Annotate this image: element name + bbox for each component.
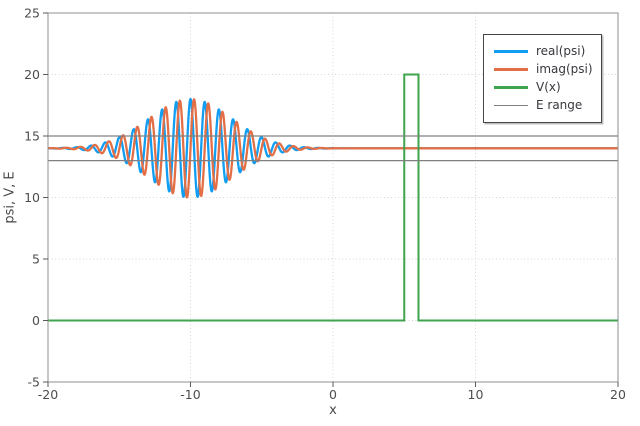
legend-line-swatch bbox=[494, 67, 528, 71]
legend-line-swatch bbox=[494, 85, 528, 89]
y-axis-label: psi, V, E bbox=[2, 171, 18, 224]
y-tick-label: 15 bbox=[24, 129, 40, 144]
y-tick-label: 25 bbox=[24, 6, 40, 21]
y-tick-label: 20 bbox=[24, 67, 40, 82]
legend: real(psi) imag(psi) V(x) E range bbox=[483, 34, 602, 123]
legend-entry: imag(psi) bbox=[494, 60, 593, 78]
y-tick-label: 5 bbox=[32, 252, 40, 267]
legend-entry: E range bbox=[494, 96, 591, 114]
legend-entry-label: real(psi) bbox=[536, 44, 586, 58]
x-tick-label: 10 bbox=[468, 387, 484, 402]
y-tick-label: 10 bbox=[24, 190, 40, 205]
series-path-potential bbox=[48, 73, 618, 322]
x-axis-label: x bbox=[329, 403, 337, 418]
x-tick-label: 0 bbox=[329, 387, 337, 402]
legend-entry-label: V(x) bbox=[536, 80, 561, 94]
legend-line-swatch bbox=[494, 104, 528, 106]
legend-entry: real(psi) bbox=[494, 42, 591, 60]
y-tick-label: -5 bbox=[28, 375, 40, 390]
x-tick-label: 20 bbox=[610, 387, 626, 402]
legend-entry-label: imag(psi) bbox=[536, 62, 593, 76]
legend-entry-label: E range bbox=[536, 98, 583, 112]
x-tick-label: -20 bbox=[38, 387, 58, 402]
legend-line-swatch bbox=[494, 49, 528, 53]
y-tick-label: 0 bbox=[32, 313, 40, 328]
legend-entry: V(x) bbox=[494, 78, 591, 96]
x-tick-label: -10 bbox=[180, 387, 200, 402]
series-path-sin-psi bbox=[47, 98, 619, 199]
